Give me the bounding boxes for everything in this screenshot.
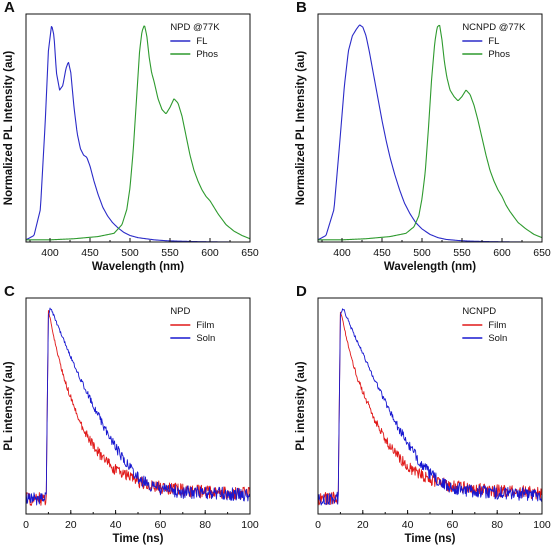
y-axis-label: PL intensity (au) [3,361,15,450]
chart-panel-a: A 400 450 500 550 600 650 Wavelength (nm) Normal… [3,0,259,273]
x-tick-label: 500 [121,247,139,259]
series-line-phos [318,24,542,241]
legend-title: NPD [170,306,190,317]
x-tick-label: 40 [402,519,414,531]
x-tick-label: 100 [241,519,259,531]
legend-label-film: Film [488,320,506,331]
x-tick-label: 60 [155,519,167,531]
legend-title: NCNPD @77K [462,22,526,33]
x-tick-label: 80 [491,519,503,531]
x-tick-label: 40 [110,519,122,531]
x-axis-label: Time (ns) [405,533,456,545]
x-axis-label: Time (ns) [113,533,164,545]
panel-letter: B [296,0,307,16]
panel-letter: D [296,283,307,300]
legend-label-film: Film [196,320,214,331]
plot-frame [317,13,543,243]
y-axis-label: PL intensity (au) [295,361,307,450]
series-group [318,308,542,506]
x-tick-label: 450 [81,247,99,259]
panel-letter: C [4,283,15,300]
x-tick-label: 20 [357,519,369,531]
chart-panel-d: D 0 20 40 60 80 100 Time (ns) PL intensity (au) N… [295,283,551,545]
x-tick-label: 400 [333,247,351,259]
x-tick-label: 550 [453,247,471,259]
legend-label-fl: FL [488,36,499,47]
x-tick-label: 500 [413,247,431,259]
legend-title: NCNPD [462,306,496,317]
x-tick-label: 60 [447,519,459,531]
plot-frame [25,13,251,243]
x-tick-label: 450 [373,247,391,259]
y-axis-label: Normalized PL Intensity (au) [3,51,15,206]
x-tick-label: 0 [315,519,321,531]
x-tick-label: 80 [199,519,211,531]
x-tick-label: 0 [23,519,29,531]
panel-letter: A [4,0,15,16]
y-axis-label: Normalized PL Intensity (au) [295,51,307,206]
series-line-phos [26,25,250,241]
x-tick-label: 100 [533,519,551,531]
series-line-soln [318,308,542,506]
x-tick-label: 550 [161,247,179,259]
series-line-soln [26,307,250,506]
legend-title: NPD @77K [170,22,220,33]
legend-label-soln: Soln [196,333,215,344]
x-tick-label: 400 [41,247,59,259]
legend-label-soln: Soln [488,333,507,344]
x-axis-label: Wavelength (nm) [92,261,184,273]
x-tick-label: 650 [241,247,259,259]
x-tick-label: 600 [201,247,219,259]
x-tick-label: 650 [533,247,551,259]
legend-label-phos: Phos [196,49,218,60]
series-group [26,307,250,506]
chart-panel-b: B 400 450 500 550 600 650 Wavelength (nm) Normal… [295,0,551,273]
x-tick-label: 20 [65,519,77,531]
x-axis-label: Wavelength (nm) [384,261,476,273]
legend-label-fl: FL [196,36,207,47]
legend-label-phos: Phos [488,49,510,60]
x-tick-label: 600 [493,247,511,259]
chart-panel-c: C 0 20 40 60 80 100 Time (ns) PL intensity (au) N… [3,283,259,545]
